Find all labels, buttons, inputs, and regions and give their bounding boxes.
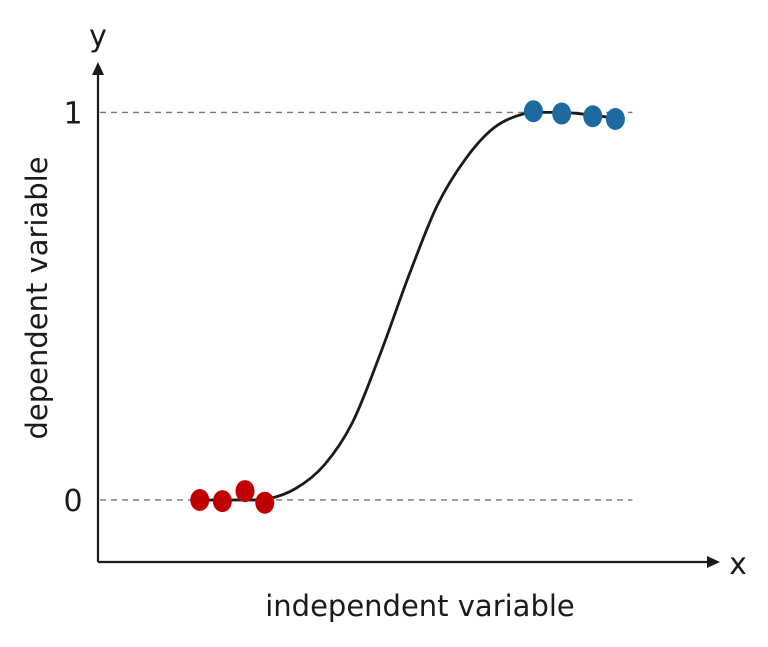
logistic-curve	[198, 110, 617, 502]
data-points	[190, 100, 625, 514]
reference-lines	[100, 111, 633, 501]
data-point-blue	[552, 102, 572, 125]
y-axis-label: dependent variable	[20, 156, 54, 439]
y-axis-letter: y	[89, 19, 107, 54]
y-tick-labels: 01	[63, 96, 82, 519]
data-point-blue	[605, 107, 625, 130]
data-point-red	[255, 491, 275, 514]
data-point-red	[212, 490, 232, 513]
y-tick-label: 1	[63, 96, 82, 131]
data-point-red	[190, 488, 210, 511]
y-axis-arrowhead	[92, 62, 104, 75]
x-axis-arrowhead	[707, 556, 720, 568]
y-tick-label: 0	[63, 484, 82, 519]
x-axis-letter: x	[729, 547, 747, 582]
data-point-blue	[583, 105, 603, 128]
data-point-blue	[523, 100, 543, 123]
data-point-red	[235, 480, 255, 503]
x-axis-label: independent variable	[265, 589, 575, 623]
